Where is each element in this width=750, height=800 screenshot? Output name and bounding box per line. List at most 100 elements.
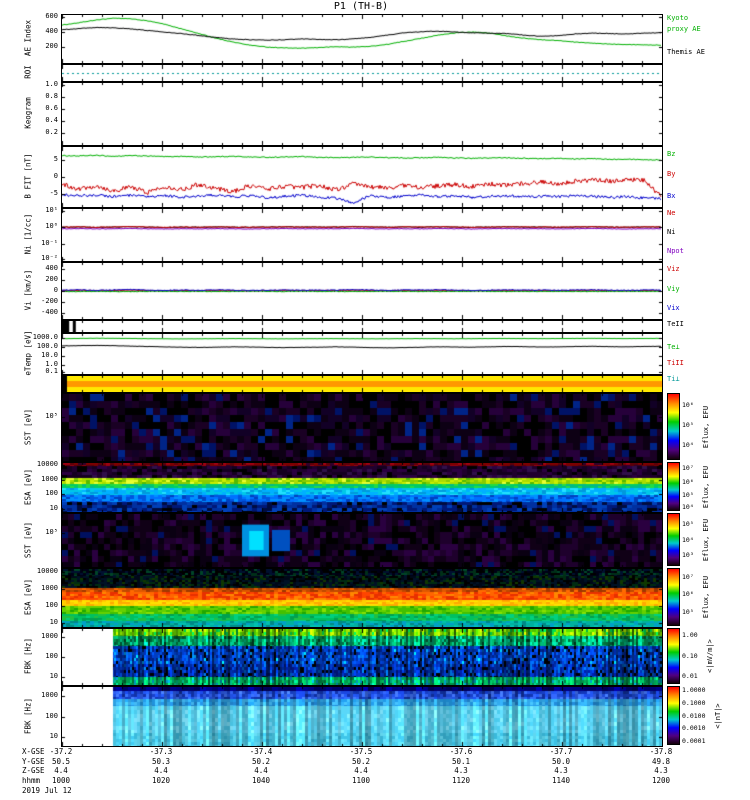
ytick-fbk-bfield-0: 1000 — [41, 690, 58, 699]
axis-value-Z-GSE-1: 4.4 — [154, 766, 168, 775]
axis-value-hhmm-3: 1100 — [351, 775, 371, 785]
axis-value-X-GSE-0: -37.2 — [49, 747, 73, 756]
axis-row-label-X-GSE: X-GSE — [22, 747, 45, 756]
axis-value-X-GSE-5: -37.7 — [549, 747, 573, 756]
axis-value-hhmm-0: 1000 — [51, 775, 71, 785]
axis-value-X-GSE-4: -37.6 — [449, 747, 473, 756]
series-label-density-Npot: Npot — [667, 246, 684, 255]
colorbar-tick-esa-ion-2: 10⁵ — [682, 607, 694, 616]
ytick-velocity-0: 400 — [45, 263, 58, 272]
colorbar-tick-sst-electron-0: 10⁶ — [682, 401, 694, 410]
ytick-b-fit-1: 0 — [53, 172, 58, 180]
axis-value-Y-GSE-6: 49.8 — [651, 756, 671, 766]
axis-value-Y-GSE-3: 50.2 — [351, 756, 371, 766]
panel-canvas-roi — [62, 65, 662, 81]
colorbar-tick-sst-ion-1: 10⁴ — [682, 535, 694, 544]
panel-canvas-fbk-efield — [62, 629, 662, 685]
colorbar-tick-sst-electron-1: 10⁵ — [682, 421, 694, 430]
series-label-density-Ne: Ne — [667, 209, 676, 218]
panel-canvas-fbk-bfield — [62, 687, 662, 746]
ytick-temperature-3: 1.0 — [45, 360, 58, 369]
ytick-ae-index-2: 200 — [45, 42, 58, 51]
colorbar-tick-sst-electron-2: 10⁴ — [682, 441, 694, 450]
panel-canvas-density — [62, 209, 662, 261]
ytick-esa-electron-1: 1000 — [41, 474, 58, 483]
ytick-temperature-0: 1000.0 — [32, 333, 58, 342]
colorbar-unit-esa-electron: Eflux, EFU — [702, 465, 710, 508]
series-label-b-fit-By: By — [667, 170, 676, 179]
ytick-density-0: 10¹ — [45, 205, 58, 214]
axis-value-Y-GSE-5: 50.0 — [551, 756, 571, 766]
panel-canvas-sst-ion — [62, 514, 662, 567]
panel-flag-strip — [61, 320, 663, 333]
panel-canvas-esa-ion — [62, 569, 662, 627]
ytick-fbk-bfield-1: 100 — [45, 711, 58, 720]
axis-value-hhmm-4: 1120 — [451, 775, 471, 785]
ytick-esa-electron-0: 10000 — [36, 460, 58, 469]
ylabel-keogram: Keogram — [23, 97, 33, 129]
ytick-keogram-1: 0.8 — [45, 91, 58, 100]
ytick-density-3: 10⁻² — [41, 253, 58, 262]
colorbar-tick-fbk-efield-0: 1.00 — [682, 630, 698, 639]
ytick-fbk-efield-2: 10 — [49, 671, 58, 680]
ytick-keogram-4: 0.2 — [45, 127, 58, 136]
colorbar-unit-esa-ion: Eflux, EFU — [702, 575, 710, 619]
colorbar-tick-fbk-bfield-0: 1.0000 — [682, 685, 706, 694]
ytick-b-fit-2: -5 — [49, 188, 58, 197]
panel-canvas-esa-electron — [62, 463, 662, 512]
ytick-esa-electron-3: 10 — [49, 503, 58, 512]
series-label-temperature-Te⊥: Te⊥ — [667, 343, 680, 352]
ytick-velocity-2: 0 — [53, 286, 58, 294]
colorbar-tick-fbk-efield-2: 0.01 — [682, 672, 698, 681]
colorbar-tick-esa-electron-1: 10⁶ — [682, 477, 694, 486]
axis-value-Z-GSE-0: 4.4 — [54, 766, 68, 775]
axis-row-label-hhmm: hhmm — [22, 775, 41, 785]
ytick-temperature-4: 0.1 — [45, 367, 58, 376]
panel-roi — [61, 64, 663, 82]
ytick-b-fit-0: 5 — [53, 155, 58, 164]
series-label-velocity-Viz: Viz — [667, 265, 680, 274]
axis-value-X-GSE-1: -37.3 — [149, 747, 173, 756]
ytick-keogram-0: 1.0 — [45, 79, 58, 88]
panel-sst-ion — [61, 513, 663, 568]
colorbar-esa-electron — [667, 462, 680, 511]
axis-value-hhmm-6: 1200 — [651, 775, 671, 785]
axis-value-Z-GSE-2: 4.4 — [254, 766, 268, 775]
colorbar-tick-fbk-bfield-4: 0.0001 — [682, 737, 706, 746]
colorbar-unit-sst-ion: Eflux, EFU — [702, 518, 710, 561]
panel-esa-electron — [61, 462, 663, 513]
axis-value-Y-GSE-2: 50.2 — [251, 756, 271, 766]
panel-velocity — [61, 262, 663, 320]
ytick-keogram-2: 0.6 — [45, 104, 58, 113]
ytick-keogram-3: 0.4 — [45, 115, 58, 124]
colorbar-tick-sst-ion-0: 10⁵ — [682, 519, 694, 528]
ytick-esa-ion-1: 1000 — [41, 583, 58, 592]
axis-value-Z-GSE-3: 4.4 — [354, 766, 368, 775]
axis-row-label-Y-GSE: Y-GSE — [22, 756, 45, 766]
ytick-esa-electron-2: 100 — [45, 489, 58, 498]
ytick-temperature-1: 100.0 — [36, 342, 58, 351]
colorbar-sst-ion — [667, 513, 680, 566]
series-label-ae-index-proxy AE: proxy AE — [667, 25, 701, 33]
ytick-velocity-3: -200 — [41, 297, 58, 306]
series-label-b-fit-Bx: Bx — [667, 191, 676, 200]
ytick-esa-ion-0: 10000 — [36, 566, 58, 575]
panel-fbk-efield — [61, 628, 663, 686]
ytick-velocity-1: 200 — [45, 274, 58, 283]
ytick-ae-index-0: 600 — [45, 11, 58, 20]
ytick-velocity-4: -400 — [41, 308, 58, 317]
colorbar-tick-esa-ion-1: 10⁶ — [682, 590, 694, 599]
colorbar-tick-fbk-bfield-1: 0.1000 — [682, 698, 706, 707]
axis-value-Z-GSE-4: 4.3 — [454, 766, 468, 775]
colorbar-sst-electron — [667, 393, 680, 460]
series-label-b-fit-Bz: Bz — [667, 149, 676, 158]
ytick-fbk-efield-1: 100 — [45, 652, 58, 660]
ytick-fbk-bfield-2: 10 — [49, 732, 58, 741]
panel-canvas-ae-index — [62, 15, 662, 63]
colorbar-unit-fbk-efield: <|mV/m|> — [706, 639, 714, 673]
panel-sst-electron — [61, 393, 663, 462]
panel-canvas-sst-electron — [62, 394, 662, 461]
panel-fbk-bfield — [61, 686, 663, 747]
colorbar-fbk-bfield — [667, 686, 680, 745]
